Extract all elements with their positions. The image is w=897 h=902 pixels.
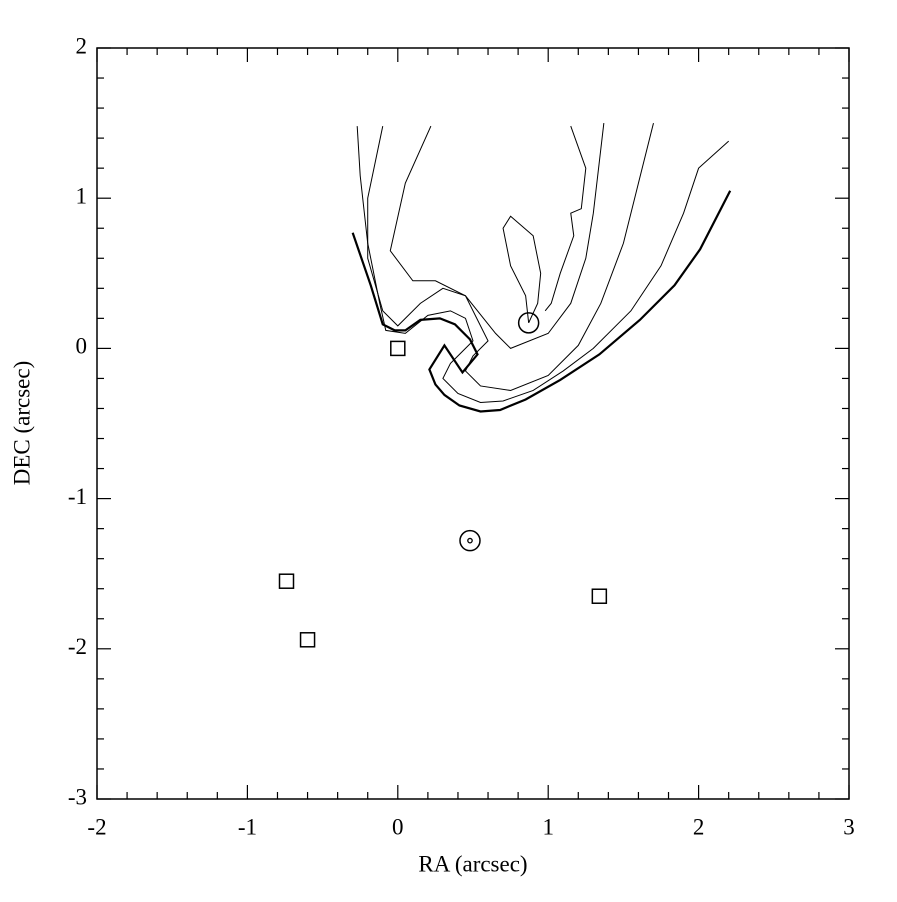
contour-line bbox=[389, 123, 605, 349]
x-axis-label: RA (arcsec) bbox=[418, 851, 527, 876]
circle-dot-marker bbox=[459, 529, 481, 552]
square-marker bbox=[591, 588, 608, 604]
x-tick-label: 2 bbox=[693, 814, 705, 839]
square-marker bbox=[390, 340, 406, 357]
y-tick-label: -2 bbox=[68, 634, 87, 659]
circle-dot-center bbox=[467, 537, 473, 544]
y-axis-label: DEC (arcsec) bbox=[9, 361, 34, 486]
x-tick-label: -2 bbox=[87, 814, 106, 839]
y-tick-label: -1 bbox=[68, 484, 87, 509]
y-tick-label: -3 bbox=[68, 784, 87, 809]
contour-line bbox=[356, 126, 730, 403]
contour-line bbox=[502, 215, 542, 324]
y-tick-label: 1 bbox=[76, 183, 88, 208]
contour-line bbox=[544, 125, 587, 312]
x-tick-label: 1 bbox=[542, 814, 554, 839]
circle-marker bbox=[517, 312, 540, 334]
square-marker bbox=[299, 632, 316, 648]
y-tick-label: 0 bbox=[76, 334, 88, 359]
contour-line bbox=[351, 190, 732, 413]
plot-frame bbox=[96, 47, 850, 800]
square-marker bbox=[278, 573, 295, 589]
y-tick-label: 2 bbox=[76, 33, 88, 58]
x-tick-label: 3 bbox=[843, 814, 855, 839]
contour-line bbox=[367, 122, 654, 391]
x-tick-label: -1 bbox=[238, 814, 257, 839]
x-tick-label: 0 bbox=[392, 814, 404, 839]
